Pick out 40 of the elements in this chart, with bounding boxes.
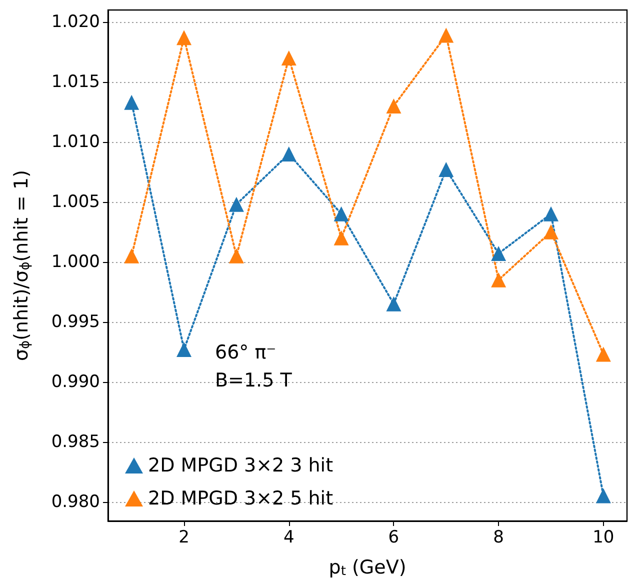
point (438, 28, 454, 43)
y-tick-label: 1.015 (51, 72, 100, 92)
point (281, 50, 296, 66)
annotation: 66° π⁻ (215, 342, 276, 364)
point (386, 98, 402, 114)
y-tick-label: 1.020 (51, 12, 100, 32)
point (596, 488, 611, 504)
legend-label: 2D MPGD 3×2 5 hit (148, 488, 334, 510)
y-tick-label: 0.980 (51, 492, 100, 512)
point (386, 296, 402, 312)
x-tick-label: 8 (493, 528, 504, 548)
legend-label: 2D MPGD 3×2 3 hit (148, 454, 334, 476)
point (334, 230, 349, 246)
y-tick-label: 0.985 (51, 432, 100, 452)
x-tick-label: 6 (388, 528, 400, 548)
y-tick-label: 1.005 (51, 192, 100, 212)
y-tick-label: 1.010 (51, 132, 100, 152)
point (124, 248, 140, 264)
point (124, 94, 140, 110)
x-tick-label: 10 (592, 528, 614, 548)
point (491, 246, 506, 262)
x-tick-label: 2 (178, 528, 190, 548)
y-axis-title: σϕ(nhit)/σϕ(nhit = 1) (10, 170, 33, 361)
point (491, 272, 506, 288)
point (281, 146, 296, 162)
point (176, 342, 192, 357)
x-tick-label: 4 (283, 528, 294, 548)
y-tick-label: 1.000 (51, 252, 100, 272)
point (228, 248, 244, 264)
point (596, 346, 611, 362)
point (438, 162, 454, 178)
point (543, 206, 558, 222)
point (543, 224, 558, 240)
point (334, 206, 349, 222)
y-tick-label: 0.995 (51, 312, 100, 332)
y-tick-label: 0.990 (51, 372, 100, 392)
point (176, 30, 192, 46)
x-axis-title: pt (GeV) (328, 556, 406, 579)
annotation: B=1.5 T (215, 370, 292, 392)
point (228, 196, 244, 212)
